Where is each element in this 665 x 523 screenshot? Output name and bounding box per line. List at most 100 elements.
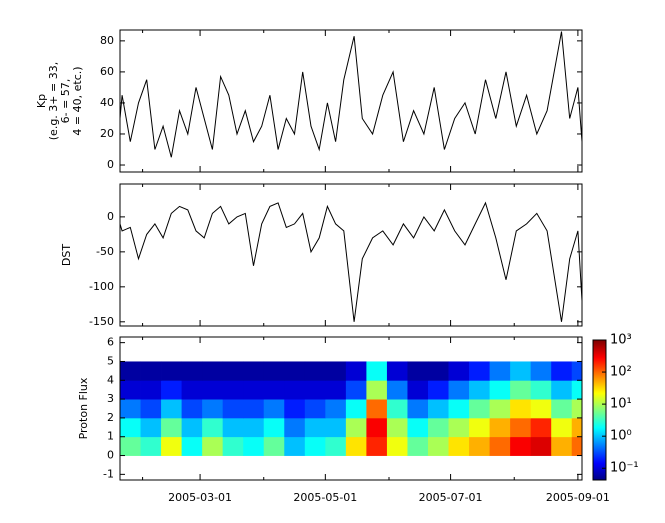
heat-cell: [202, 380, 224, 400]
heat-cell: [571, 380, 583, 400]
y-axis-label: (e.g. 3+ = 33,: [47, 62, 60, 140]
y-tick-label: 60: [100, 65, 114, 78]
heat-cell: [263, 380, 285, 400]
heat-cell: [551, 436, 573, 456]
heat-cell: [284, 361, 306, 381]
heat-cell: [489, 417, 511, 438]
heat-cell: [345, 380, 367, 400]
heat-cell: [181, 436, 203, 456]
heat-cell: [284, 436, 306, 456]
heat-cell: [345, 436, 367, 456]
y-tick-label: 0: [107, 210, 114, 223]
heat-cell: [140, 399, 162, 419]
heat-cell: [161, 436, 182, 456]
heat-cell: [202, 417, 224, 438]
colorbar-step: [593, 398, 606, 401]
colorbar-step: [593, 380, 606, 383]
heat-cell: [407, 399, 429, 419]
colorbar: 10⁻¹ 10⁰ 10¹ 10² 10³: [592, 333, 639, 481]
colorbar-step: [593, 402, 606, 405]
colorbar-step: [593, 428, 606, 431]
colorbar-tick-label: 10²: [610, 365, 632, 380]
heat-cell: [489, 399, 511, 419]
heat-cell: [366, 361, 388, 381]
heat-cell: [448, 380, 470, 400]
colorbar-step: [593, 406, 606, 409]
colorbar-step: [593, 416, 606, 419]
y-axis-label: Proton Flux: [77, 377, 90, 439]
heat-cell: [428, 361, 449, 381]
colorbar-step: [593, 378, 606, 381]
x-tick-label: 2005-03-01: [168, 491, 232, 504]
y-tick-label: -100: [89, 280, 114, 293]
y-tick-label: -50: [96, 245, 114, 258]
colorbar-step: [593, 408, 606, 411]
y-tick-label: 1: [107, 430, 114, 443]
colorbar-step: [593, 390, 606, 393]
heat-cell: [161, 361, 182, 381]
colorbar-step: [593, 438, 606, 441]
heat-cell: [530, 436, 552, 456]
y-tick-label: -150: [89, 315, 114, 328]
heat-cell: [469, 399, 490, 419]
heat-cell: [243, 361, 265, 381]
colorbar-step: [593, 424, 606, 427]
colorbar-step: [593, 382, 606, 385]
heat-cell: [571, 361, 583, 381]
heat-cell: [325, 436, 347, 456]
colorbar-step: [593, 476, 606, 479]
heat-cell: [284, 380, 306, 400]
colorbar-step: [593, 394, 606, 397]
heat-cell: [243, 417, 265, 438]
colorbar-tick-label: 10³: [610, 333, 632, 348]
colorbar-step: [593, 368, 606, 371]
heat-cell: [181, 361, 203, 381]
colorbar-step: [593, 458, 606, 461]
heat-cell: [510, 399, 532, 419]
heat-cell: [325, 399, 347, 419]
heat-cell: [140, 380, 162, 400]
heat-cell: [263, 436, 285, 456]
heat-cell: [386, 436, 408, 456]
colorbar-step: [593, 376, 606, 379]
x-tick-label: 2005-07-01: [419, 491, 483, 504]
heat-cell: [222, 417, 244, 438]
heat-cell: [551, 399, 573, 419]
y-tick-label: 0: [107, 449, 114, 462]
heat-cell: [448, 436, 470, 456]
panel: 0 20 40 60 80 Kp (e.g. 3+ = 33, 6- = 57, 4 = 40,…: [35, 29, 583, 173]
y-tick-label: 3: [107, 392, 114, 405]
y-axis-label: Kp: [35, 94, 48, 108]
colorbar-step: [593, 440, 606, 443]
heat-cell: [530, 361, 552, 381]
colorbar-tick-label: 10⁰: [610, 429, 632, 444]
colorbar-step: [593, 344, 606, 347]
heat-cell: [530, 417, 552, 438]
heat-cell: [120, 417, 141, 438]
heat-cell: [202, 436, 224, 456]
y-tick-label: 4: [107, 373, 114, 386]
colorbar-step: [593, 450, 606, 453]
heat-cell: [120, 361, 141, 381]
heat-cell: [181, 380, 203, 400]
y-tick-label: 5: [107, 354, 114, 367]
colorbar-step: [593, 412, 606, 415]
colorbar-step: [593, 360, 606, 363]
heat-cell: [407, 380, 429, 400]
colorbar-step: [593, 362, 606, 365]
heat-cell: [202, 399, 224, 419]
heat-cell: [304, 417, 326, 438]
plot-frame: [119, 336, 583, 481]
heat-cell: [304, 399, 326, 419]
heat-cell: [140, 361, 162, 381]
heat-cell: [222, 361, 244, 381]
colorbar-tick-label: 10¹: [610, 397, 632, 412]
colorbar-step: [593, 454, 606, 457]
heat-cell: [243, 380, 265, 400]
heat-cell: [489, 361, 511, 381]
heat-cell: [161, 380, 182, 400]
heat-cell: [571, 417, 583, 438]
heat-cell: [366, 399, 388, 419]
heat-cell: [428, 380, 449, 400]
y-tick-label: 6: [107, 336, 114, 349]
